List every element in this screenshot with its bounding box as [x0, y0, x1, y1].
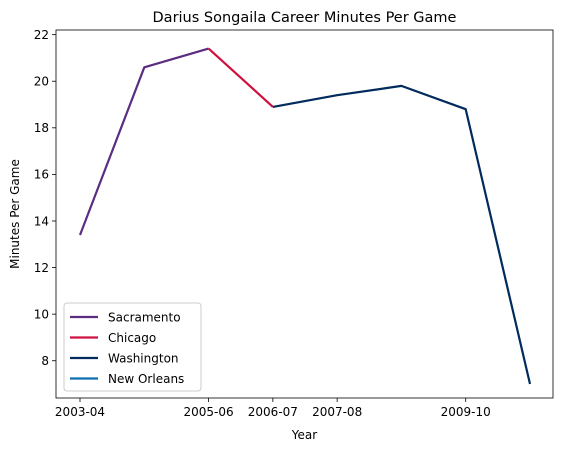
y-tick-label: 12 [34, 261, 49, 275]
x-tick-label: 2005-06 [184, 405, 234, 419]
x-axis: 2003-04 2005-06 2006-07 2007-08 2009-10 [55, 398, 491, 419]
legend-label: Chicago [108, 331, 156, 345]
series-line-chicago [207, 47, 274, 108]
y-tick-label: 16 [34, 168, 49, 182]
plot-frame [55, 29, 554, 399]
plot-area [78, 47, 532, 385]
chart-title: Darius Songaila Career Minutes Per Game [153, 10, 457, 26]
x-tick-label: 2007-08 [312, 405, 362, 419]
x-axis-label: Year [291, 428, 317, 442]
legend-box [63, 302, 202, 392]
legend: Sacramento Chicago Washington New Orleans [63, 302, 202, 392]
x-tick-label: 2009-10 [441, 405, 491, 419]
y-tick-label: 22 [34, 28, 49, 42]
y-axis: 8 10 12 14 16 18 20 22 [34, 28, 56, 368]
y-tick-label: 8 [41, 354, 49, 368]
x-tick-label: 2006-07 [248, 405, 298, 419]
legend-label: New Orleans [108, 372, 184, 386]
legend-label: Washington [108, 351, 179, 365]
y-tick-label: 10 [34, 307, 49, 321]
series-line-washington [272, 84, 532, 385]
x-tick-label: 2003-04 [55, 405, 105, 419]
series-line-sacramento [78, 47, 209, 236]
legend-label: Sacramento [108, 310, 181, 324]
y-tick-label: 18 [34, 121, 49, 135]
y-tick-label: 14 [34, 214, 49, 228]
y-tick-label: 20 [34, 75, 49, 89]
y-axis-label: Minutes Per Game [8, 159, 22, 269]
